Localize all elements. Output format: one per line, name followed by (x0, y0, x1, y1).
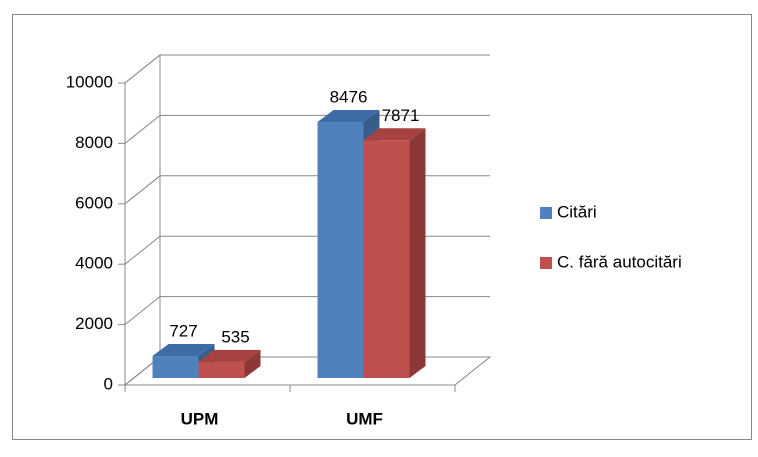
bar-front (198, 361, 245, 378)
legend-label: C. fără autocitări (557, 252, 682, 271)
bar (198, 349, 261, 378)
bar-front (152, 356, 199, 378)
bar-side (244, 349, 261, 378)
bar-front (317, 122, 364, 378)
y-tick-label: 8000 (75, 133, 113, 152)
y-tick-label: 10000 (66, 72, 113, 91)
bar-front (363, 140, 410, 378)
y-tick-label: 6000 (75, 193, 113, 212)
bar-top (317, 110, 380, 123)
legend-swatch (540, 257, 552, 269)
y-tick-label: 2000 (75, 314, 113, 333)
grid-line (124, 54, 490, 84)
legend-label: Citări (557, 202, 597, 221)
bar-top (198, 349, 261, 362)
bar (363, 128, 426, 378)
bar-top (363, 128, 426, 141)
legend-swatch (540, 207, 552, 219)
x-tick-label: UPM (181, 409, 219, 428)
value-label: 8476 (330, 88, 368, 107)
value-label: 535 (221, 327, 249, 346)
value-label: 727 (169, 322, 197, 341)
value-label: 7871 (382, 106, 420, 125)
y-tick-label: 0 (104, 374, 113, 393)
bar-side (409, 128, 426, 378)
x-tick-label: UMF (346, 409, 383, 428)
bar-top (152, 344, 215, 357)
grid-line (124, 114, 490, 144)
y-tick-label: 4000 (75, 254, 113, 273)
